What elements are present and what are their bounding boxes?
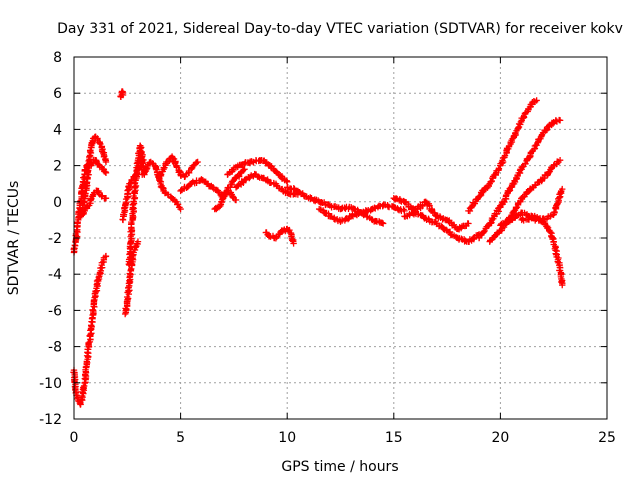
series-arc-3: [77, 187, 110, 220]
scatter-marks: [70, 252, 110, 408]
x-tick-label: 20: [491, 430, 509, 446]
series-arc-17: [315, 205, 387, 227]
data-points: [70, 88, 566, 408]
series-arc-20: [465, 97, 540, 215]
y-tick-label: -4: [48, 267, 62, 283]
scatter-marks: [284, 184, 408, 216]
x-tick-label: 5: [176, 430, 185, 446]
scatter-marks: [518, 214, 566, 289]
grid-lines: [74, 57, 607, 419]
y-tick-label: -12: [39, 412, 62, 428]
series-arc-24: [518, 214, 566, 289]
series-arc-19: [401, 209, 483, 245]
axis-ticks: [73, 56, 608, 420]
y-tick-label: 0: [53, 195, 62, 211]
x-tick-label: 10: [278, 430, 296, 446]
y-tick-label: -6: [48, 303, 62, 319]
series-arc-14: [232, 170, 302, 198]
series-arc-15: [262, 225, 297, 247]
scatter-marks: [315, 205, 387, 227]
y-tick-label: -10: [39, 376, 62, 392]
y-tick-label: -2: [48, 231, 62, 247]
y-tick-label: 8: [53, 50, 62, 66]
x-tick-label: 15: [385, 430, 403, 446]
scatter-marks: [117, 88, 127, 101]
scatter-marks: [465, 97, 540, 215]
series-arc-13: [224, 156, 291, 186]
y-axis-title: SDTVAR / TECUs: [6, 181, 22, 296]
scatter-marks: [390, 194, 472, 233]
scatter-marks: [262, 225, 297, 247]
y-tick-label: 2: [53, 159, 62, 175]
scatter-marks: [475, 116, 564, 242]
scatter-marks: [232, 170, 302, 198]
series-arc-5: [117, 88, 127, 101]
y-tick-label: 6: [53, 86, 62, 102]
series-arc-18: [390, 194, 472, 233]
scatter-marks: [211, 187, 240, 213]
y-tick-label: -8: [48, 340, 62, 356]
x-tick-label: 0: [70, 430, 79, 446]
series-arc-4: [70, 252, 110, 408]
series-arc-10: [155, 153, 201, 182]
scatter-marks: [401, 209, 483, 245]
scatter-marks: [224, 156, 291, 186]
series-arc-12: [211, 187, 240, 213]
x-tick-label: 25: [598, 430, 616, 446]
scatter-marks: [155, 153, 201, 182]
series-arc-8: [125, 142, 149, 269]
x-tick-labels: 0 5 10 15 20 25: [70, 430, 616, 446]
chart-title: Day 331 of 2021, Sidereal Day-to-day VTE…: [57, 21, 623, 37]
x-axis-title: GPS time / hours: [281, 459, 398, 475]
series-arc-16: [284, 184, 408, 216]
y-tick-label: 4: [53, 122, 62, 138]
series-arc-21: [475, 116, 564, 242]
scatter-marks: [125, 142, 149, 269]
y-tick-labels: -12 -10 -8 -6 -4 -2 0 2 4 6 8: [39, 50, 62, 428]
scatter-marks: [77, 187, 110, 220]
